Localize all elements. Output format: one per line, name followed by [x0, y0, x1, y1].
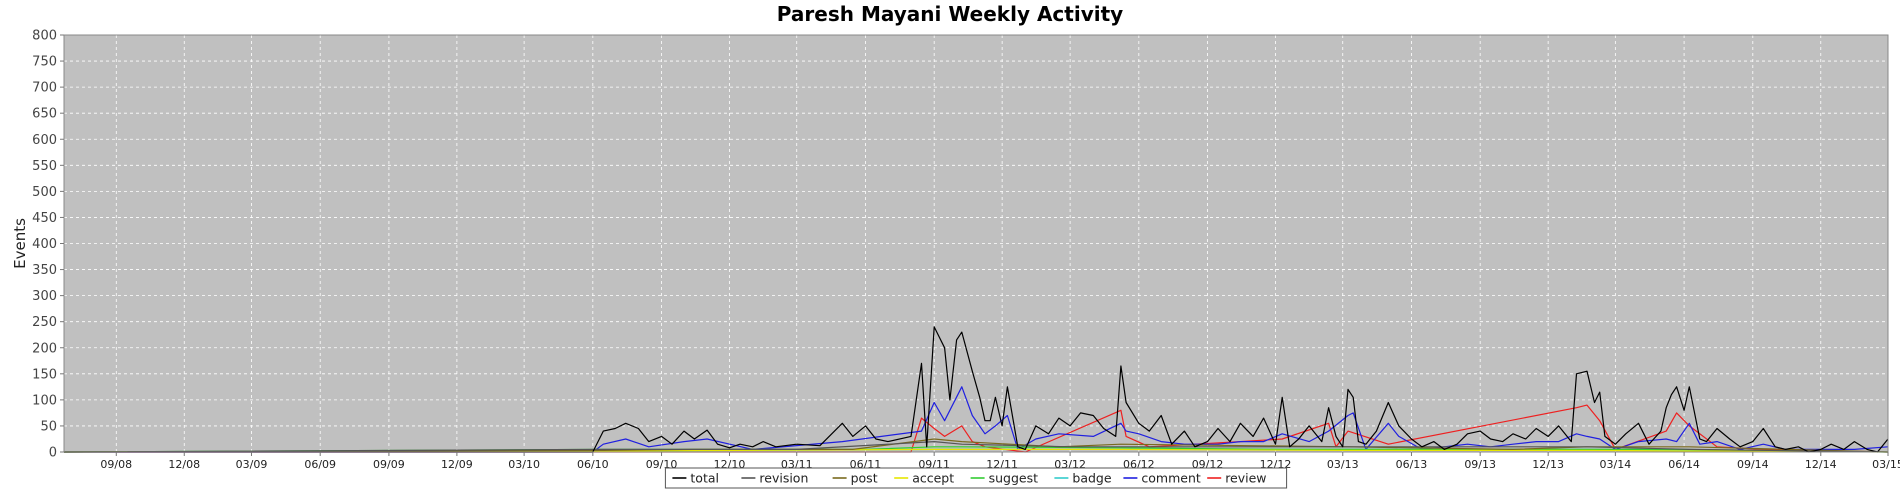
series-line-revision [63, 441, 1889, 453]
x-tick-label: 09/08 [100, 458, 132, 471]
y-tick-label: 600 [32, 133, 57, 148]
x-tick-label: 06/09 [304, 458, 336, 471]
y-tick-label: 350 [32, 263, 57, 278]
x-tick-label: 12/08 [168, 458, 200, 471]
legend: total revision post accept suggest badge comme… [664, 467, 1288, 489]
x-tick-label: 12/14 [1805, 458, 1837, 471]
y-axis-label: Events [11, 218, 29, 269]
y-tick-label: 450 [32, 211, 57, 226]
y-tick-label: 800 [32, 29, 57, 44]
y-tick-label: 650 [32, 107, 57, 122]
x-tick-label: 09/13 [1464, 458, 1496, 471]
legend-label: comment [1141, 471, 1200, 486]
chart-title: Paresh Mayani Weekly Activity [776, 2, 1124, 26]
y-tick-label: 0 [49, 446, 57, 461]
y-tick-label: 550 [32, 159, 57, 174]
y-tick-label: 700 [32, 81, 57, 96]
y-tick-label: 100 [32, 393, 57, 408]
x-tick-label: 03/10 [508, 458, 540, 471]
legend-label: total [690, 471, 719, 486]
y-tick-label: 250 [32, 315, 57, 330]
y-tick-label: 50 [40, 419, 57, 434]
y-tick-label: 300 [32, 289, 57, 304]
x-tick-label: 09/09 [373, 458, 405, 471]
legend-label: revision [759, 471, 808, 486]
x-tick-label: 03/14 [1600, 458, 1632, 471]
x-tick-label: 03/15 [1872, 458, 1900, 471]
x-tick-label: 03/13 [1327, 458, 1359, 471]
series-line-comment [64, 386, 1889, 453]
legend-label: review [1225, 471, 1266, 486]
x-tick-label: 12/13 [1532, 458, 1564, 471]
x-tick-label: 12/09 [441, 458, 473, 471]
y-tick-label: 750 [32, 55, 57, 70]
series-line-total [64, 326, 1889, 453]
x-tick-label: 06/14 [1668, 458, 1700, 471]
y-tick-label: 150 [32, 367, 57, 382]
y-tick-label: 500 [32, 185, 57, 200]
x-tick-label: 06/10 [577, 458, 609, 471]
y-tick-label: 400 [32, 237, 57, 252]
legend-label: post [851, 471, 878, 486]
x-tick-label: 06/13 [1396, 458, 1428, 471]
legend-label: badge [1072, 471, 1111, 486]
y-axis: 0 50 100 150 200 250 300 350 400 450 500 550 600 650 7… [32, 29, 64, 461]
legend-label: accept [912, 471, 954, 486]
y-tick-label: 200 [32, 341, 57, 356]
legend-label: suggest [989, 471, 1039, 486]
x-tick-label: 09/14 [1737, 458, 1769, 471]
x-tick-label: 03/09 [236, 458, 268, 471]
series-layer [63, 326, 1889, 453]
